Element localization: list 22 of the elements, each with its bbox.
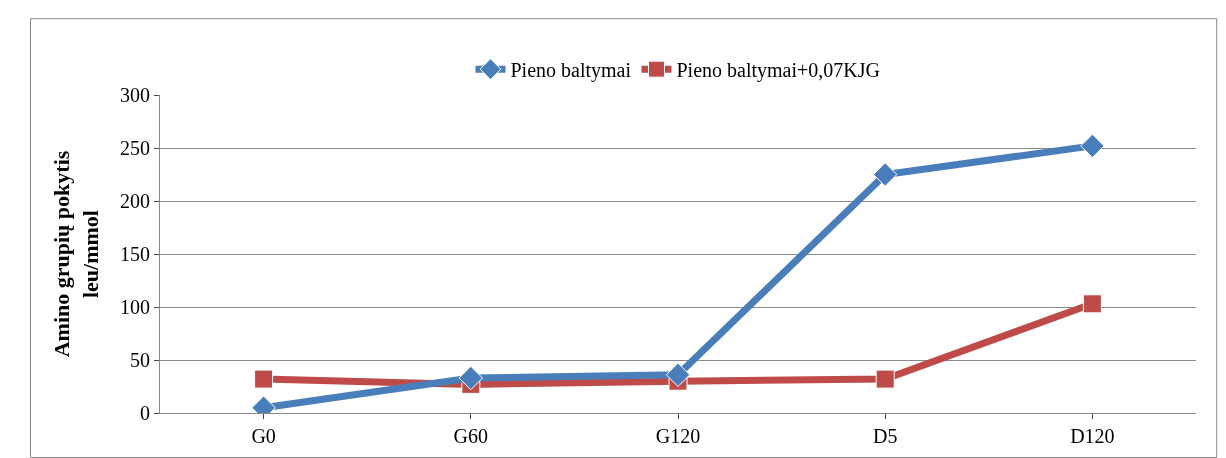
- point: [875, 369, 895, 389]
- y-axis-title: Amino grupių pokytis leu/mmol: [49, 150, 103, 358]
- point: [254, 369, 274, 389]
- y-tick-label: 250: [120, 137, 150, 159]
- point: [458, 365, 483, 391]
- y-tick-label: 300: [120, 84, 150, 106]
- point: [1080, 133, 1105, 159]
- x-tick-label: G60: [453, 425, 489, 447]
- y-tick-label: 100: [120, 296, 150, 318]
- legend-label: Pieno baltymai+0,07KJG: [676, 58, 880, 82]
- y-tick-label: 0: [140, 402, 150, 424]
- point: [665, 362, 691, 388]
- x-tick-label: G120: [655, 425, 701, 447]
- x-tick-label: D5: [872, 425, 898, 447]
- x-tick-label: G0: [251, 425, 276, 447]
- y-tick-label: 200: [120, 190, 150, 212]
- x-tick-label: D120: [1070, 425, 1115, 447]
- point: [1082, 294, 1102, 314]
- y-tick-label: 50: [130, 349, 150, 371]
- y-tick-label: 150: [120, 243, 150, 265]
- point: [873, 162, 898, 187]
- legend-label: Pieno baltymai: [510, 58, 632, 82]
